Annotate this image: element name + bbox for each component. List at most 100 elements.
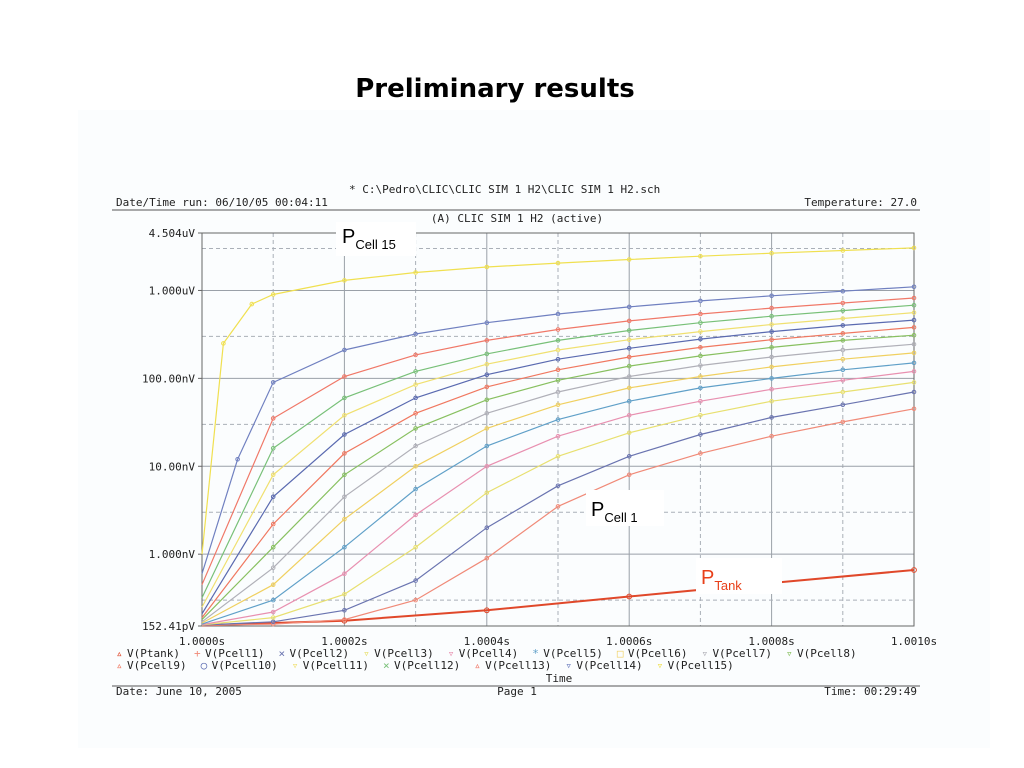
data-point	[270, 609, 276, 615]
data-point	[221, 341, 226, 346]
legend-marker: ▿	[786, 647, 793, 660]
data-point	[270, 494, 276, 500]
data-point	[555, 378, 561, 383]
annotation-box	[586, 490, 664, 526]
data-point	[484, 525, 490, 531]
data-point	[626, 304, 632, 310]
data-point	[911, 341, 917, 347]
data-point	[270, 597, 276, 603]
data-point	[769, 313, 774, 319]
data-point	[555, 347, 561, 353]
data-point	[698, 363, 703, 368]
data-point	[698, 451, 703, 456]
data-point	[413, 597, 418, 603]
data-point	[413, 426, 418, 431]
y-tick-label: 4.504uV	[149, 227, 196, 240]
data-point	[342, 544, 347, 550]
data-point	[555, 367, 561, 373]
data-point	[484, 443, 490, 449]
x-tick-label: 1.0008s	[748, 635, 794, 648]
data-point	[840, 356, 846, 362]
data-point	[698, 413, 703, 418]
data-point	[413, 369, 418, 374]
legend-marker: *	[532, 647, 539, 660]
data-point	[769, 345, 774, 350]
data-point	[769, 354, 774, 360]
legend-label: V(Pcell7)	[712, 647, 772, 660]
data-point	[270, 615, 276, 620]
data-point	[626, 430, 632, 436]
x-axis-label: Time	[546, 672, 573, 685]
data-point	[840, 248, 846, 253]
data-point	[840, 338, 846, 343]
data-point	[413, 270, 418, 275]
annotation-cell1: PCell 1	[591, 499, 638, 525]
annotation-box	[336, 222, 416, 256]
data-point	[626, 328, 632, 333]
data-point	[626, 363, 632, 369]
legend-label: V(Pcell9)	[127, 659, 187, 672]
data-point	[840, 402, 846, 408]
data-point	[911, 295, 917, 301]
data-point	[698, 353, 703, 359]
data-point	[626, 354, 632, 360]
data-point	[484, 338, 490, 343]
data-point	[626, 413, 632, 418]
legend-marker: +	[194, 647, 201, 660]
temperature: Temperature: 27.0	[804, 196, 917, 209]
data-point	[270, 416, 276, 421]
data-point	[341, 617, 348, 624]
data-point	[840, 367, 846, 373]
y-tick-label: 152.41pV	[142, 620, 195, 633]
data-point	[270, 521, 276, 527]
data-point	[911, 325, 917, 330]
data-point	[484, 464, 490, 469]
legend-label: V(Pcell3)	[374, 647, 434, 660]
y-tick-label: 1.000uV	[149, 284, 196, 297]
x-tick-label: 1.0002s	[321, 635, 367, 648]
data-point	[911, 350, 917, 356]
series-line-vpcell1	[201, 408, 915, 626]
data-point	[270, 544, 276, 550]
data-point	[555, 356, 561, 362]
data-point	[555, 504, 561, 509]
data-point	[484, 351, 490, 357]
data-point	[342, 494, 347, 500]
legend-marker: ▿	[657, 659, 664, 672]
x-tick-label: 1.0006s	[606, 635, 652, 648]
annotation-box	[696, 558, 782, 594]
data-point	[626, 454, 632, 459]
data-point	[626, 318, 632, 324]
y-tick-label: 1.000nV	[149, 548, 196, 561]
data-point	[911, 332, 917, 338]
data-point	[698, 320, 703, 326]
legend-marker: ▵	[116, 647, 123, 660]
footer-page: Page 1	[497, 685, 537, 698]
data-point	[342, 347, 347, 353]
data-point	[769, 250, 774, 256]
series-line-vpcell11	[201, 312, 915, 608]
series-lines	[201, 245, 917, 627]
data-point	[911, 245, 917, 251]
data-point	[911, 406, 917, 412]
data-point	[840, 300, 846, 306]
legend-marker: ▿	[565, 659, 572, 672]
data-point	[911, 310, 917, 315]
legend-label: V(Pcell4)	[459, 647, 519, 660]
legend-marker: ×	[279, 647, 286, 660]
data-point	[769, 415, 774, 420]
legend-marker: ▿	[701, 647, 708, 660]
data-point	[769, 322, 774, 327]
data-point	[698, 329, 703, 334]
data-point	[555, 417, 561, 422]
legend-marker: ▿	[363, 647, 370, 660]
legend-label: V(Pcell6)	[628, 647, 688, 660]
series-line-vpcell8	[201, 334, 915, 621]
slide-title: Preliminary results	[355, 74, 635, 104]
data-point	[483, 607, 490, 614]
plot-frame	[201, 232, 915, 627]
data-point	[270, 446, 276, 451]
data-point	[840, 331, 846, 336]
data-point	[342, 278, 347, 283]
